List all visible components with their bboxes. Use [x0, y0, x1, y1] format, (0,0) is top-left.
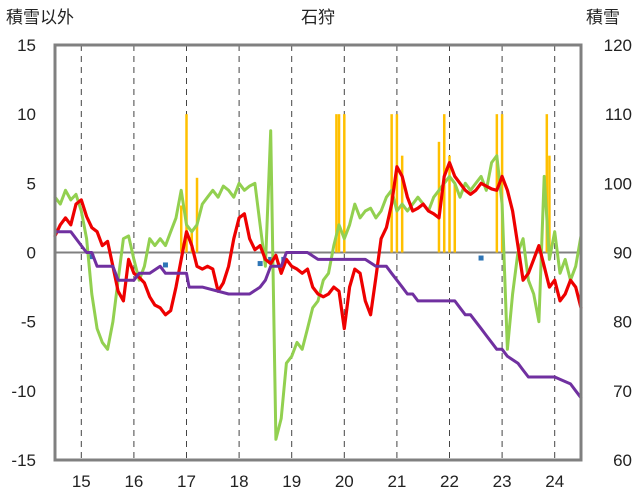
series-line-red: [53, 161, 583, 331]
x-tick-15: 15: [72, 472, 91, 491]
x-tick-20: 20: [335, 472, 354, 491]
series-lines: [53, 129, 583, 441]
orange-bar-7: [390, 114, 393, 253]
orange-bar-16: [545, 114, 549, 253]
y-left-tick-5: 5: [27, 174, 36, 193]
right-axis-label: 積雪: [586, 8, 620, 28]
orange-bar-3: [195, 177, 199, 253]
orange-bar-15: [500, 114, 504, 253]
y-right-tick-110: 110: [605, 105, 632, 124]
x-tick-16: 16: [124, 472, 143, 491]
orange-bar-17: [548, 155, 551, 253]
axis-ticks: 15 16 17 18 19 20 21 22 23 24 15 10 5 0 -5 -10 -15 120 110…: [11, 36, 632, 491]
x-tick-21: 21: [387, 472, 406, 491]
orange-bar-13: [453, 183, 457, 253]
orange-bar-5: [337, 114, 341, 253]
y-right-tick-90: 90: [613, 244, 632, 263]
orange-bar-12: [448, 155, 451, 253]
chart-title: 石狩: [301, 8, 335, 28]
y-left-tick-0: 0: [27, 244, 36, 263]
y-left-tick--5: -5: [21, 313, 36, 332]
orange-bar-1: [185, 114, 188, 253]
y-right-tick-70: 70: [613, 382, 632, 401]
y-left-tick--15: -15: [11, 451, 36, 470]
x-tick-18: 18: [230, 472, 249, 491]
y-left-tick-15: 15: [17, 36, 36, 55]
orange-bar-4: [335, 114, 338, 253]
blue-mark-3: [268, 256, 274, 262]
x-tick-23: 23: [493, 472, 512, 491]
x-tick-24: 24: [545, 472, 564, 491]
blue-mark-2: [257, 261, 263, 267]
y-right-tick-120: 120: [604, 36, 632, 55]
x-tick-22: 22: [440, 472, 459, 491]
blue-mark-5: [478, 255, 484, 261]
series-line-green: [53, 129, 583, 441]
orange-bar-8: [395, 114, 399, 253]
plot-frame: [53, 43, 583, 462]
y-left-tick-10: 10: [17, 105, 36, 124]
orange-bar-0: [179, 205, 183, 253]
orange-bar-6: [343, 114, 346, 253]
series-line-purple: [53, 230, 583, 400]
y-left-tick--10: -10: [11, 382, 36, 401]
x-tick-17: 17: [177, 472, 196, 491]
x-tick-19: 19: [282, 472, 301, 491]
orange-bar-10: [437, 141, 441, 253]
blue-mark-1: [162, 262, 168, 268]
orange-bar-14: [495, 114, 499, 253]
y-right-tick-100: 100: [604, 174, 632, 193]
y-right-tick-60: 60: [613, 451, 632, 470]
y-right-tick-80: 80: [613, 313, 632, 332]
left-axis-label: 積雪以外: [6, 8, 74, 28]
